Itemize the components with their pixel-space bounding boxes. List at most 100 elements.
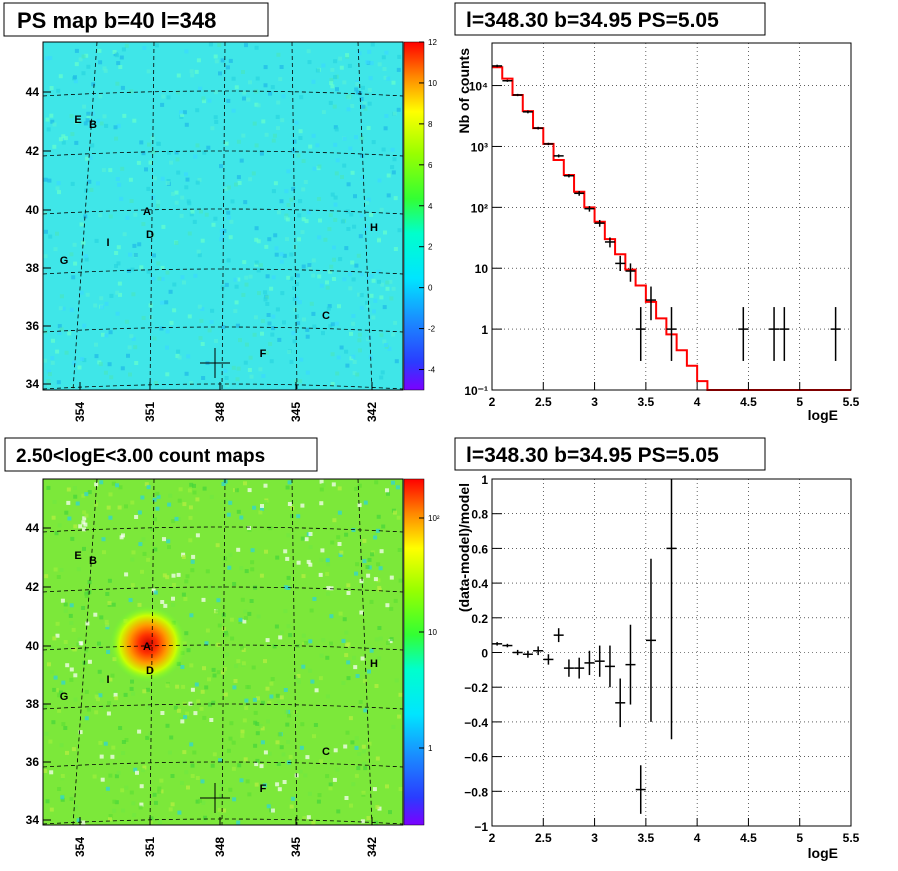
map-pixel: [254, 45, 259, 50]
map-pixel: [240, 733, 245, 738]
map-pixel: [253, 585, 258, 590]
map-pixel: [275, 693, 280, 698]
map-pixel: [103, 370, 108, 375]
colorbar-tick-label: 10: [428, 628, 437, 637]
map-pixel: [69, 307, 74, 312]
map-pixel: [74, 140, 79, 145]
map-pixel: [315, 143, 320, 148]
map-pixel: [196, 249, 201, 254]
map-pixel: [156, 200, 161, 204]
map-pixel: [190, 687, 195, 692]
map-pixel: [359, 581, 364, 586]
map-pixel: [260, 504, 264, 508]
map-pixel: [171, 519, 176, 524]
map-pixel: [345, 53, 350, 58]
map-pixel: [317, 793, 322, 798]
map-pixel: [60, 774, 65, 778]
map-pixel: [278, 635, 283, 640]
map-pixel: [354, 571, 359, 576]
map-pixel: [192, 750, 197, 755]
map-pixel: [131, 801, 136, 806]
map-pixel: [305, 334, 310, 339]
map-pixel: [235, 323, 240, 328]
x-tick-label: 4.5: [740, 395, 757, 409]
map-pixel: [221, 325, 226, 330]
map-pixel: [230, 199, 235, 204]
map-pixel: [83, 214, 88, 219]
map-pixel: [141, 151, 146, 156]
map-pixel: [134, 361, 139, 365]
map-pixel: [263, 297, 268, 302]
map-pixel: [391, 286, 396, 291]
map-pixel: [357, 51, 362, 56]
map-pixel: [225, 383, 230, 387]
map-pixel: [137, 242, 142, 247]
map-pixel: [229, 219, 234, 224]
map-pixel: [148, 819, 153, 824]
map-pixel: [180, 781, 185, 785]
map-pixel: [73, 75, 77, 80]
map-pixel: [328, 786, 333, 791]
map-pixel: [279, 199, 284, 204]
count-map-colorbar-ticks: 10² 10 1: [419, 514, 440, 753]
map-pixel: [379, 549, 384, 554]
map-pixel: [153, 547, 158, 552]
map-pixel: [333, 217, 338, 222]
x-tick-label: 351: [143, 837, 157, 857]
map-pixel: [192, 490, 197, 495]
map-pixel: [244, 698, 249, 703]
map-pixel: [377, 279, 381, 284]
map-pixel: [252, 332, 257, 337]
map-pixel: [168, 807, 173, 812]
map-pixel: [172, 582, 176, 587]
map-pixel: [87, 490, 92, 495]
map-pixel: [289, 359, 294, 364]
map-pixel: [260, 319, 265, 323]
map-pixel: [44, 731, 49, 736]
map-pixel: [288, 633, 293, 638]
map-pixel: [311, 133, 316, 138]
map-pixel: [315, 68, 320, 73]
map-pixel: [297, 237, 301, 242]
source-label-a: A: [143, 206, 151, 218]
map-pixel: [233, 679, 238, 683]
colorbar-tick-label: 10²: [428, 514, 440, 523]
map-pixel: [300, 536, 305, 541]
map-pixel: [48, 739, 53, 744]
map-pixel: [398, 787, 403, 791]
map-pixel: [152, 253, 156, 258]
map-pixel: [296, 560, 301, 565]
map-pixel: [71, 275, 76, 280]
map-pixel: [74, 119, 79, 124]
map-pixel: [83, 522, 88, 527]
map-pixel: [335, 371, 340, 376]
map-pixel: [60, 795, 65, 800]
map-pixel: [102, 114, 107, 119]
map-pixel: [86, 114, 91, 119]
map-pixel: [209, 718, 214, 722]
map-pixel: [352, 655, 357, 660]
map-pixel: [218, 793, 223, 798]
map-pixel: [291, 796, 296, 801]
map-pixel: [287, 713, 292, 718]
map-pixel: [277, 787, 282, 792]
map-pixel: [271, 326, 276, 331]
map-pixel: [181, 684, 186, 689]
map-pixel: [367, 101, 372, 106]
map-pixel: [110, 754, 115, 759]
map-pixel: [48, 56, 53, 60]
map-pixel: [47, 369, 51, 374]
map-pixel: [275, 782, 280, 787]
map-pixel: [131, 292, 136, 297]
map-pixel: [69, 603, 74, 608]
map-pixel: [326, 306, 331, 311]
ps-map-coordinate-grid: [42, 41, 404, 391]
x-tick-label: 4.5: [740, 831, 757, 845]
longitude-line: [149, 478, 155, 826]
map-pixel: [124, 43, 129, 48]
map-pixel: [232, 797, 237, 802]
map-pixel: [212, 752, 217, 757]
map-pixel: [361, 85, 365, 90]
map-pixel: [141, 222, 146, 227]
